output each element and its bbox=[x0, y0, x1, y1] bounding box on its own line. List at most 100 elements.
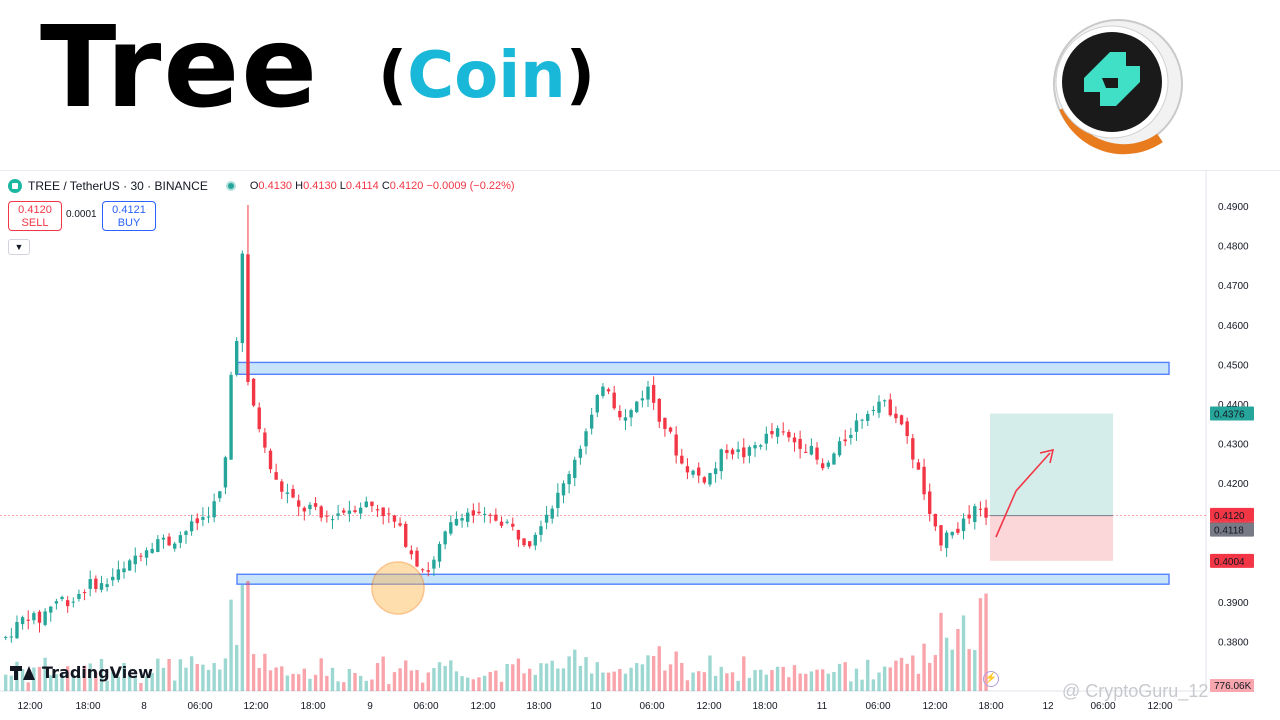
high-value: 0.4130 bbox=[303, 180, 337, 192]
volume-bar bbox=[263, 653, 267, 691]
volume-bar bbox=[482, 675, 487, 691]
candle-body bbox=[122, 568, 126, 573]
volume-bar bbox=[54, 674, 59, 691]
volume-bar bbox=[663, 670, 667, 691]
stop-price-tag-bg bbox=[1210, 553, 1254, 568]
candle-body bbox=[127, 560, 132, 571]
price-chart[interactable]: 0.49000.48000.47000.46000.45000.44000.43… bbox=[0, 171, 1280, 720]
candle-body bbox=[426, 570, 430, 572]
candle-body bbox=[595, 395, 599, 413]
candle-body bbox=[116, 569, 121, 580]
chart-panel[interactable]: 0.4900 0.4800 0.4700 0.4600 0.4500 0.4400 0.43… bbox=[0, 170, 1280, 720]
volume-bar bbox=[392, 672, 397, 691]
volume-bar bbox=[933, 655, 938, 691]
volume-bar bbox=[167, 658, 171, 691]
volume-bar bbox=[223, 658, 228, 691]
candle-body bbox=[370, 501, 374, 506]
candle-body bbox=[832, 453, 836, 465]
candle-body bbox=[798, 438, 802, 449]
time-tick-label: 12:00 bbox=[243, 701, 268, 712]
buy-button[interactable]: 0.4121 BUY bbox=[102, 201, 156, 231]
candle-body bbox=[646, 386, 650, 400]
candle-body bbox=[88, 579, 92, 589]
volume-bar bbox=[961, 615, 966, 691]
volume-bar bbox=[792, 665, 797, 691]
candle-body bbox=[364, 501, 368, 508]
symbol-title[interactable]: TREE / TetherUS · 30 · BINANCE bbox=[28, 179, 208, 193]
candle-body bbox=[629, 410, 633, 418]
volume-tag: 776.06K bbox=[1214, 681, 1252, 692]
candle-body bbox=[916, 462, 921, 470]
time-tick-label: 18:00 bbox=[526, 701, 551, 712]
volume-bar bbox=[978, 598, 983, 691]
spread-value: 0.0001 bbox=[66, 209, 97, 220]
tree-symbol-icon bbox=[8, 179, 22, 193]
candle-body bbox=[775, 428, 780, 437]
candle-body bbox=[229, 374, 233, 460]
candle-body bbox=[392, 515, 397, 522]
candle-body bbox=[826, 462, 830, 467]
candle-body bbox=[708, 472, 712, 485]
candle-body bbox=[888, 399, 892, 416]
candle-body bbox=[195, 518, 199, 524]
volume-bar bbox=[268, 670, 273, 691]
candle-body bbox=[719, 449, 723, 472]
volume-bar bbox=[82, 665, 87, 691]
sell-button[interactable]: 0.4120 SELL bbox=[8, 201, 62, 231]
market-open-icon bbox=[225, 181, 236, 191]
time-tick-label: 18:00 bbox=[75, 701, 100, 712]
volume-bar bbox=[122, 663, 126, 691]
volume-bar bbox=[37, 666, 42, 691]
candle-body bbox=[635, 401, 639, 413]
volume-bar bbox=[832, 671, 836, 691]
volume-bar bbox=[144, 676, 149, 691]
candle-body bbox=[71, 601, 75, 603]
volume-bar bbox=[713, 675, 718, 691]
candle-body bbox=[866, 413, 870, 421]
candle-body bbox=[206, 516, 211, 518]
candle-body bbox=[263, 432, 267, 448]
lightning-icon[interactable]: ⚡ bbox=[983, 671, 999, 687]
volume-bar bbox=[730, 672, 735, 691]
volume-bar bbox=[888, 667, 892, 691]
volume-bar bbox=[494, 670, 498, 691]
chevron-down-icon[interactable]: ▼ bbox=[8, 239, 30, 255]
volume-tag-bg bbox=[1210, 679, 1254, 692]
candle-body bbox=[787, 432, 791, 438]
candle-body bbox=[437, 544, 442, 562]
candle-body bbox=[764, 433, 769, 444]
volume-bar bbox=[680, 662, 684, 691]
volume-bar bbox=[719, 666, 723, 691]
volume-bar bbox=[843, 662, 847, 691]
candle-body bbox=[240, 253, 245, 344]
candle-body bbox=[854, 420, 859, 432]
open-label: O bbox=[249, 180, 259, 192]
volume-bar bbox=[246, 581, 250, 691]
candle-body bbox=[77, 593, 81, 599]
candle-body bbox=[961, 518, 966, 532]
volume-bar bbox=[742, 656, 746, 691]
candle-body bbox=[792, 437, 797, 443]
tradingview-logo: TradingView bbox=[10, 663, 153, 682]
candle-body bbox=[539, 526, 543, 535]
entry-price-tag: 0.4118 bbox=[1214, 526, 1244, 537]
time-tick-label: 18:00 bbox=[978, 701, 1003, 712]
volume-bar bbox=[973, 650, 977, 691]
volume-bar bbox=[240, 585, 245, 691]
volume-bar bbox=[657, 646, 661, 691]
volume-bar bbox=[488, 671, 492, 691]
candle-body bbox=[612, 392, 616, 409]
volume-bar bbox=[116, 676, 121, 691]
candle-body bbox=[449, 522, 453, 534]
time-tick-label: 11 bbox=[817, 701, 828, 712]
volume-bar bbox=[291, 673, 295, 691]
volume-bar bbox=[950, 649, 954, 691]
candle-body bbox=[758, 445, 763, 447]
volume-bar bbox=[443, 665, 447, 691]
time-tick-label: 12:00 bbox=[470, 701, 495, 712]
candle-body bbox=[680, 455, 684, 464]
candle-body bbox=[601, 386, 605, 396]
candle-body bbox=[471, 510, 476, 516]
volume-bar bbox=[454, 671, 459, 691]
candle-body bbox=[815, 447, 819, 460]
